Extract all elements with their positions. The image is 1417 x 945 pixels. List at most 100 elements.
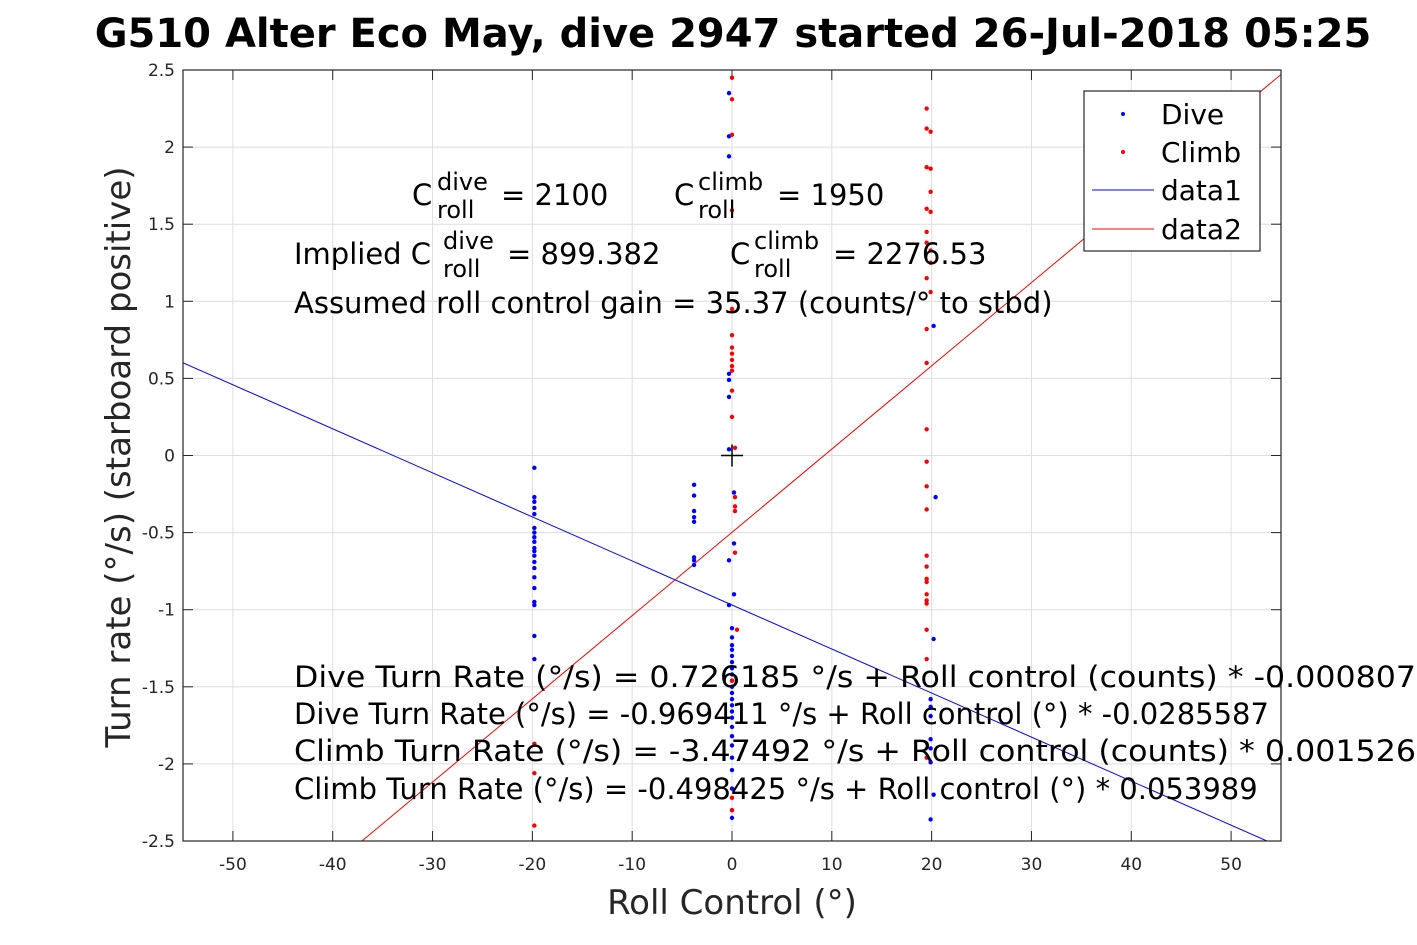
dive-point	[532, 575, 537, 580]
dive-point	[691, 519, 697, 525]
climb-point	[732, 494, 738, 500]
y-tick-label: -0.5	[142, 524, 175, 544]
x-tick-label: -40	[319, 855, 347, 875]
climb-point	[928, 248, 933, 253]
climb-point	[729, 97, 735, 102]
dive-point	[691, 558, 697, 563]
dive-point	[729, 724, 735, 730]
climb-point	[729, 363, 735, 369]
dive-point	[729, 690, 735, 696]
dive-point	[726, 154, 732, 159]
dive-point	[729, 715, 735, 720]
legend-climb-swatch	[1121, 150, 1125, 154]
dive-point	[729, 703, 735, 708]
dive-point	[731, 541, 737, 546]
climb-point	[924, 360, 929, 366]
dive-point	[928, 760, 933, 765]
axis-ticks: -50 -40 -30 -20 -10 0 10 20 30 40 50-2.5-2-1.5-1-0…	[142, 61, 1281, 875]
climb-point	[924, 598, 929, 603]
dive-point	[726, 90, 732, 96]
implied-climb-sup: climb	[754, 227, 819, 255]
dive-point	[729, 647, 735, 652]
y-tick-label: 1	[164, 292, 175, 312]
y-tick-label: 2.5	[148, 61, 175, 81]
dive-point	[532, 553, 537, 558]
implied-dive-sup: dive	[443, 227, 494, 255]
dive-point	[928, 696, 933, 702]
x-tick-label: -10	[618, 855, 646, 875]
climb-point	[928, 209, 933, 215]
climb-point	[924, 206, 929, 211]
dive-point	[532, 565, 537, 571]
climb-point	[729, 357, 735, 363]
x-tick-label: -30	[419, 855, 447, 875]
c-climb-sup: climb	[698, 168, 763, 196]
dive-point	[928, 737, 933, 742]
dive-point	[933, 494, 938, 500]
climb-point	[924, 126, 929, 131]
dive-point	[928, 704, 933, 710]
dive-point	[532, 545, 537, 551]
dive-point	[729, 653, 735, 659]
x-tick-label: 50	[1220, 855, 1242, 875]
climb-point	[924, 576, 929, 582]
climb-point	[928, 260, 933, 265]
x-tick-label: -50	[219, 855, 247, 875]
climb-point	[924, 579, 929, 585]
climb-point	[532, 770, 537, 776]
climb-point	[924, 484, 929, 489]
dive-point	[726, 371, 732, 376]
dive-point	[532, 530, 537, 535]
dive-point	[729, 684, 735, 689]
plot-contents	[183, 74, 1281, 841]
gain-annotation: Assumed roll control gain = 35.37 (count…	[294, 286, 1053, 320]
x-tick-label: -20	[518, 855, 546, 875]
x-tick-label: 10	[821, 855, 843, 875]
dive-point	[726, 558, 732, 563]
dive-point	[729, 635, 735, 640]
legend-data2-label: data2	[1161, 213, 1242, 246]
climb-point	[924, 106, 929, 111]
dive-point	[532, 539, 537, 545]
dive-point	[691, 555, 697, 560]
y-tick-label: 2	[164, 138, 175, 158]
dive-point	[729, 626, 735, 631]
climb-point	[924, 553, 929, 558]
dive-point	[729, 743, 735, 748]
climb-point	[924, 459, 929, 464]
legend-box	[1083, 90, 1261, 252]
x-tick-label: 30	[1021, 855, 1043, 875]
climb-point	[729, 368, 735, 373]
dive-point	[729, 786, 735, 791]
dive-point	[729, 733, 735, 739]
dive-point	[729, 672, 735, 677]
y-tick-label: -2.5	[142, 832, 175, 852]
dive-point	[532, 633, 537, 639]
climb-point	[924, 627, 929, 632]
dive-point	[729, 659, 735, 665]
dive-point	[532, 494, 537, 500]
climb-point	[924, 427, 929, 432]
y-tick-label: -1.5	[142, 678, 175, 698]
legend-data1-label: data1	[1161, 174, 1242, 207]
implied-dive-value: = 899.382	[507, 237, 660, 271]
dive-point	[729, 755, 735, 760]
climb-point	[729, 345, 735, 350]
plot-frame	[182, 69, 1282, 842]
dive-point	[931, 323, 936, 329]
dive-point	[691, 562, 697, 568]
series-climb	[532, 75, 933, 828]
climb-point	[924, 755, 929, 760]
dive-point	[532, 499, 537, 504]
legend-dive-label: Dive	[1161, 98, 1224, 131]
dive-point	[729, 696, 735, 702]
climb-point	[924, 592, 929, 597]
climb-point	[732, 550, 738, 555]
climb-point	[729, 795, 735, 801]
y-tick-label: 0	[164, 447, 175, 467]
climb-point	[729, 414, 735, 420]
dive-point	[928, 713, 933, 719]
dive-point	[691, 482, 697, 487]
c-dive-value: = 2100	[501, 178, 608, 212]
c-dive-label: C	[412, 178, 432, 212]
